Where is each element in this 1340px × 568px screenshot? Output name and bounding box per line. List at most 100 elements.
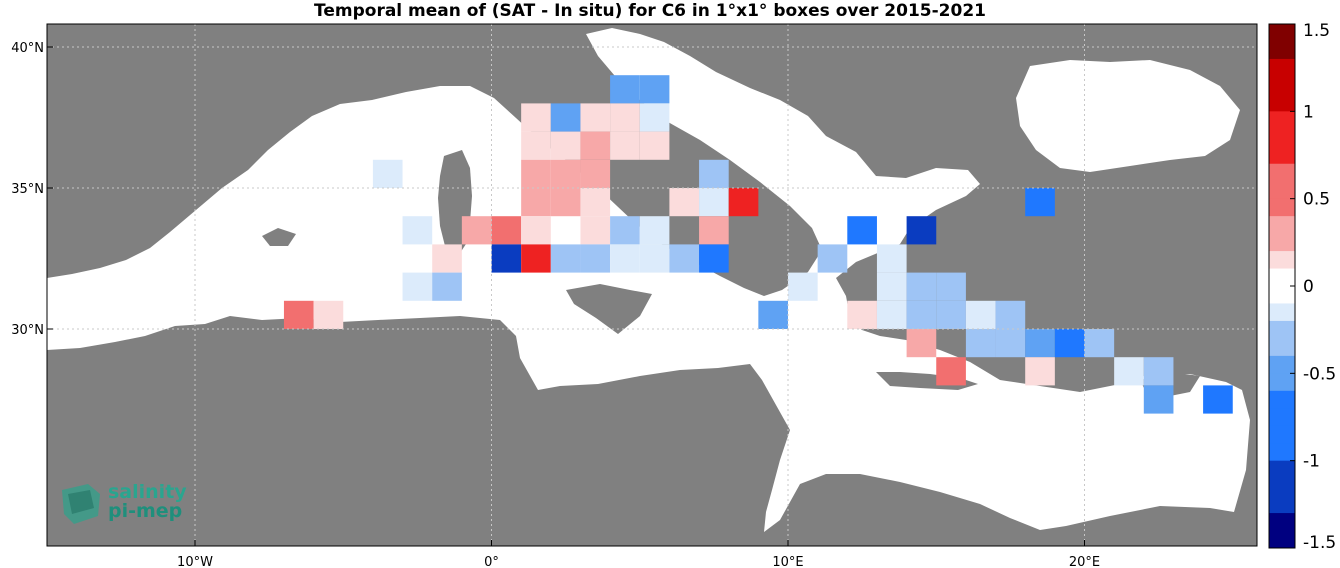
- colorbar-segment: [1269, 286, 1295, 304]
- data-cell: [610, 244, 640, 273]
- data-cell: [580, 216, 611, 245]
- data-cell: [639, 216, 670, 245]
- data-cell: [847, 300, 877, 329]
- data-cell: [876, 272, 907, 301]
- colorbar-segment: [1269, 251, 1295, 270]
- colorbar: [1268, 23, 1296, 549]
- map-frame: [46, 23, 1258, 547]
- data-cell: [1143, 357, 1174, 386]
- data-cell: [639, 244, 670, 273]
- sicily: [566, 284, 652, 334]
- colorbar-segment: [1269, 216, 1295, 235]
- colorbar-segment: [1269, 93, 1295, 112]
- colorbar-segment: [1269, 128, 1295, 147]
- data-cell: [817, 244, 848, 273]
- data-cell: [580, 131, 611, 160]
- colorbar-tick-label: 0.5: [1303, 190, 1330, 210]
- data-cell: [580, 103, 611, 132]
- data-cell: [610, 75, 640, 104]
- data-cell: [876, 244, 907, 273]
- data-cell: [491, 216, 522, 245]
- colorbar-segment: [1269, 303, 1295, 322]
- data-cell: [461, 216, 492, 245]
- balearic-islands: [262, 228, 296, 246]
- map-title: Temporal mean of (SAT - In situ) for C6 …: [314, 1, 986, 21]
- x-tick-label: 10°E: [772, 555, 803, 568]
- colorbar-tick-label: -0.5: [1303, 364, 1336, 384]
- x-axis-ticks: 10°W 0° 10°E 20°E: [177, 540, 1100, 568]
- colorbar-tick-label: -1: [1303, 452, 1320, 472]
- x-tick-label: 10°W: [177, 555, 213, 568]
- data-cell: [1054, 329, 1085, 358]
- logo-text-line2: pi-mep: [108, 500, 183, 522]
- data-cell: [313, 300, 344, 329]
- data-cell: [788, 272, 818, 301]
- mediterranean-sea: [47, 28, 1250, 532]
- data-cell: [610, 103, 640, 132]
- data-cell: [521, 159, 551, 188]
- colorbar-segment: [1269, 163, 1295, 182]
- colorbar-segment: [1269, 425, 1295, 444]
- data-cell: [699, 216, 729, 245]
- salinity-pi-mep-logo: salinity pi-mep: [58, 480, 198, 528]
- colorbar-tick-label: 0: [1303, 277, 1314, 297]
- data-cell: [669, 188, 700, 217]
- data-cell: [639, 131, 670, 160]
- colorbar-segment: [1269, 338, 1295, 357]
- data-cell: [610, 216, 640, 245]
- black-sea: [1016, 60, 1240, 172]
- data-cell: [1322, 329, 1340, 357]
- data-cell: [521, 103, 551, 132]
- data-cell: [995, 300, 1026, 329]
- data-cell: [580, 244, 611, 273]
- colorbar-tick-label: -1.5: [1303, 533, 1336, 553]
- colorbar-ticks: 1.5 1 0.5 0 -0.5 -1 -1.5: [1290, 21, 1336, 553]
- data-cell: [550, 131, 581, 160]
- data-cell: [550, 244, 581, 273]
- data-cell: [432, 272, 462, 301]
- colorbar-tick-label: 1.5: [1303, 21, 1330, 41]
- data-cells: [283, 75, 1340, 414]
- colorbar-segment: [1269, 111, 1295, 130]
- x-tick-label: 0°: [484, 555, 499, 568]
- graticule: [47, 24, 1257, 546]
- data-cell: [521, 131, 551, 160]
- data-cell: [402, 216, 433, 245]
- data-cell: [550, 159, 581, 188]
- data-cell: [936, 300, 966, 329]
- data-cell: [521, 216, 551, 245]
- data-cell: [639, 103, 670, 132]
- data-cell: [936, 272, 966, 301]
- data-cell: [1203, 385, 1233, 414]
- data-cell: [758, 300, 788, 329]
- data-cell: [699, 244, 729, 273]
- data-cell: [699, 188, 729, 217]
- data-cell: [965, 300, 996, 329]
- y-axis-ticks: 40°N 35°N 30°N: [11, 41, 53, 338]
- colorbar-segment: [1269, 146, 1295, 165]
- data-cell: [965, 329, 996, 358]
- data-cell: [402, 272, 433, 301]
- data-cell: [432, 244, 462, 273]
- data-cell: [906, 272, 937, 301]
- y-tick-label: 30°N: [11, 323, 44, 338]
- data-cell: [1143, 385, 1174, 414]
- data-cell: [906, 216, 937, 245]
- colorbar-segment: [1269, 478, 1295, 497]
- data-cell: [521, 244, 551, 273]
- colorbar-segment: [1269, 443, 1295, 462]
- data-cell: [580, 159, 611, 188]
- data-cell: [580, 188, 611, 217]
- data-cell: [995, 329, 1026, 358]
- colorbar-tick-label: 1: [1303, 102, 1314, 122]
- colorbar-segment: [1269, 58, 1295, 77]
- colorbar-segment: [1269, 233, 1295, 252]
- data-cell: [669, 244, 700, 273]
- colorbar-segment: [1269, 495, 1295, 514]
- colorbar-segment: [1269, 24, 1295, 42]
- data-cell: [1114, 357, 1144, 386]
- logo-text-line1: salinity: [108, 481, 187, 503]
- data-cell: [728, 188, 759, 217]
- logo-icon: [62, 484, 100, 524]
